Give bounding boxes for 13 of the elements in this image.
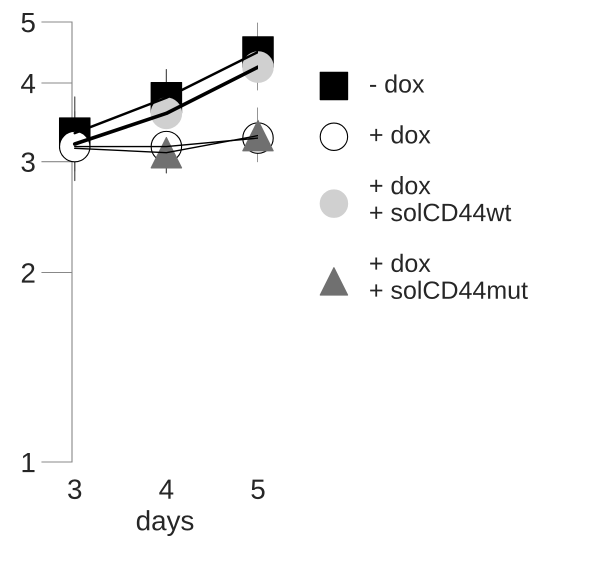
legend-label: + dox + solCD44wt (370, 176, 512, 222)
legend-label: + dox (370, 125, 431, 144)
y-tick-label: 2 (22, 263, 34, 283)
y-tick-label: 3 (22, 152, 35, 172)
legend-label: - dox (370, 74, 424, 93)
x-tick-label: 5 (251, 480, 265, 500)
y-tick-label: 4 (21, 74, 36, 94)
legend-label: + dox + solCD44mut (370, 254, 528, 300)
y-tick-label: 1 (22, 452, 35, 472)
y-tick-label: 5 (22, 12, 35, 32)
x-tick-label: 4 (159, 480, 174, 499)
x-tick-label: 3 (68, 479, 82, 500)
x-axis-title: days (136, 510, 194, 536)
